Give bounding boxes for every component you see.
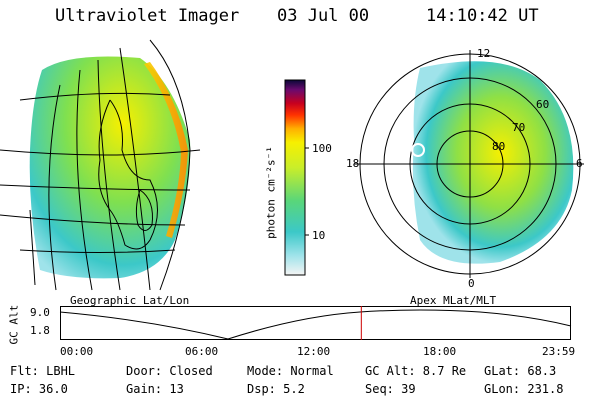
mlt-label-18: 18 [346, 157, 360, 170]
altitude-curve [59, 309, 572, 340]
mlt-label-0: 0 [468, 277, 475, 290]
glon-value: GLon: 231.8 [484, 382, 564, 396]
time-tick-2359: 23:59 [542, 345, 576, 358]
altitude-axis-label: GC Alt [7, 304, 21, 345]
dsp-value: Dsp: 5.2 [247, 382, 305, 396]
seq-value: Seq: 39 [365, 382, 416, 396]
colorbar-unit-label: photon cm⁻²s⁻¹ [264, 146, 278, 239]
time-tick-0000: 00:00 [60, 345, 94, 358]
colorbar [284, 79, 309, 276]
time-tick-1200: 12:00 [297, 345, 331, 358]
observation-time: 14:10:42 UT [426, 6, 539, 26]
mlat-label-80: 80 [492, 140, 506, 153]
mlt-label-12: 12 [477, 47, 491, 60]
ip-value: IP: 36.0 [10, 382, 68, 396]
door-value: Door: Closed [126, 364, 213, 378]
altitude-tick-high: 9.0 [30, 306, 50, 319]
glat-value: GLat: 68.3 [484, 364, 557, 378]
mlat-label-60: 60 [536, 98, 550, 111]
gain-value: Gain: 13 [126, 382, 184, 396]
mlat-label-70: 70 [512, 121, 526, 134]
altitude-strip [59, 306, 572, 340]
observation-date: 03 Jul 00 [277, 6, 370, 26]
geographic-image [0, 39, 201, 291]
instrument-title: Ultraviolet Imager [55, 6, 240, 26]
time-tick-0600: 06:00 [185, 345, 219, 358]
left-panel-label: Geographic Lat/Lon [70, 294, 190, 307]
altitude-tick-low: 1.8 [30, 324, 50, 337]
colorbar-tick-100: 100 [312, 142, 332, 155]
gc-alt-value: GC Alt: 8.7 Re [365, 364, 467, 378]
time-tick-1800: 18:00 [423, 345, 457, 358]
polar-plot [354, 50, 584, 278]
right-panel-label: Apex MLat/MLT [410, 294, 497, 307]
mode-value: Mode: Normal [247, 364, 334, 378]
mlt-label-6: 6 [576, 157, 583, 170]
filter-value: Flt: LBHL [10, 364, 76, 378]
colorbar-tick-10: 10 [312, 229, 326, 242]
